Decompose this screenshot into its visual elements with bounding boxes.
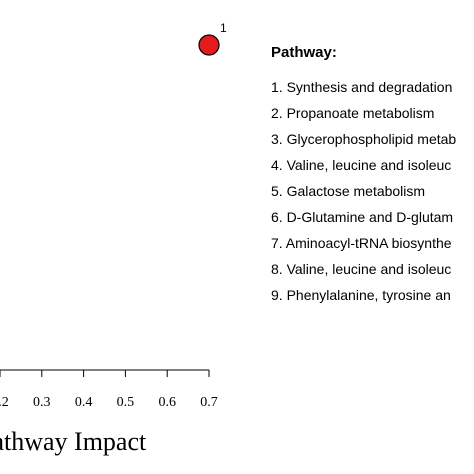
data-points: 1 [198, 21, 227, 56]
legend-title: Pathway: [271, 44, 337, 61]
x-tick-label-2: 0.4 [75, 395, 93, 410]
x-tick-label-3: 0.5 [117, 395, 135, 410]
x-axis-ticks: 0.2 0.3 0.4 0.5 0.6 0.7 [0, 370, 218, 410]
x-tick-label-0: 0.2 [0, 395, 9, 410]
legend-items: 1. Synthesis and degradation 2. Propanoat… [271, 79, 474, 313]
legend-item: 1. Synthesis and degradation [271, 79, 453, 95]
legend-item: 5. Galactose metabolism [271, 183, 426, 199]
legend-item: 4. Valine, leucine and isoleuc [271, 157, 452, 173]
legend-item: 7. Aminoacyl-tRNA biosynthe [271, 235, 452, 251]
legend-item: 8. Valine, leucine and isoleuc [271, 261, 452, 277]
x-tick-label-1: 0.3 [33, 395, 51, 410]
legend-item: 2. Propanoate metabolism [271, 105, 435, 121]
data-point-label-1: 1 [220, 21, 227, 35]
x-tick-label-4: 0.6 [158, 395, 176, 410]
legend-item: 3. Glycerophospholipid metab [271, 131, 457, 147]
x-tick-label-5: 0.7 [200, 395, 218, 410]
legend-item: 9. Phenylalanine, tyrosine an [271, 287, 451, 303]
x-axis-title: Pathway Impact [0, 427, 147, 456]
legend-item: 6. D-Glutamine and D-glutam [271, 209, 454, 225]
legend: Pathway: 1. Synthesis and degradation 2. … [271, 44, 474, 313]
data-point-1 [198, 34, 220, 56]
